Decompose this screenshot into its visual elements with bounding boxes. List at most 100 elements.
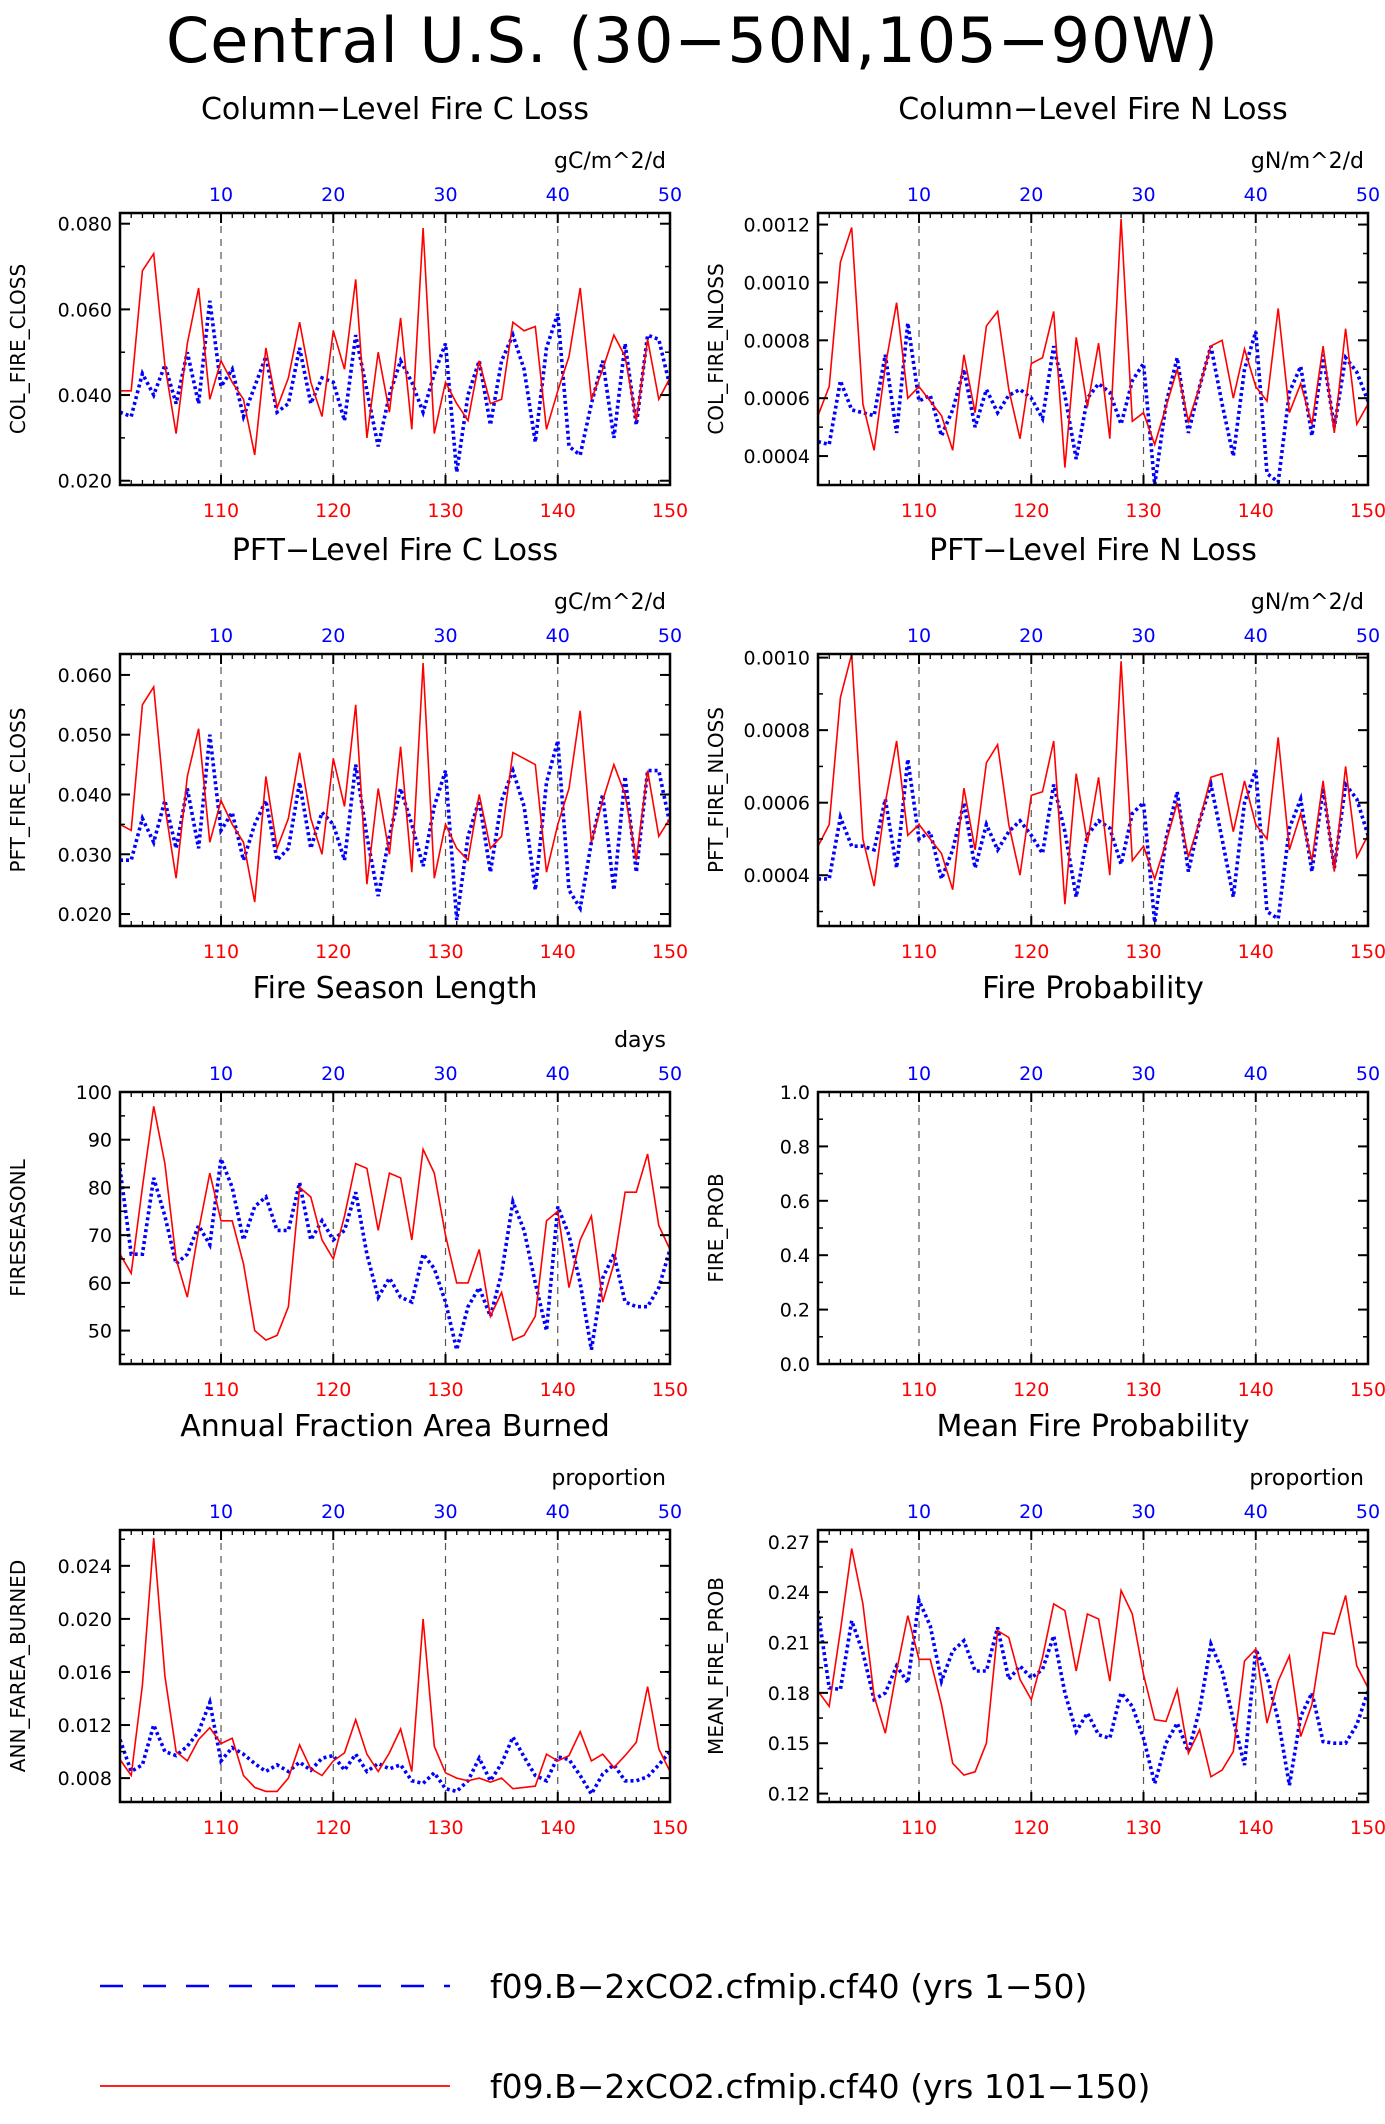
x-tick-label-bottom: 130 (427, 1379, 463, 1401)
plot-frame (816, 211, 1370, 487)
x-tick-label-bottom: 150 (652, 1817, 688, 1839)
x-tick-label-top: 50 (1356, 625, 1380, 647)
y-tick-label: 0.080 (58, 214, 112, 236)
y-tick-label: 0.0012 (744, 215, 810, 237)
chart-panel-6: Fire Probability FIRE_PROB 0.0 0.2 0.4 0.6 0.8… (704, 971, 1385, 1401)
series-line-yrs-101-150 (120, 662, 670, 903)
x-tick-label-bottom: 120 (1013, 1379, 1049, 1401)
x-tick-label-top: 10 (907, 1063, 931, 1085)
x-tick-label-top: 20 (1019, 625, 1043, 647)
x-tick-label-top: 50 (658, 625, 682, 647)
units-label: proportion (1249, 1466, 1364, 1491)
x-tick-label-bottom: 120 (315, 1817, 351, 1839)
chart-panel-4: PFT−Level Fire N Loss gN/m^2/d PFT_FIRE_NL… (704, 533, 1385, 963)
y-tick-label: 0.060 (58, 299, 112, 321)
x-tick-label-bottom: 110 (203, 941, 239, 963)
chart-title: Fire Season Length (253, 971, 538, 1006)
x-tick-label-top: 10 (907, 184, 931, 206)
x-tick-label-top: 20 (321, 1063, 345, 1085)
x-tick-label-bottom: 130 (1125, 1817, 1161, 1839)
main-title: Central U.S. (30−50N,105−90W) (166, 4, 1219, 77)
x-tick-label-top: 40 (546, 1501, 570, 1523)
x-tick-label-top: 50 (1356, 184, 1380, 206)
x-tick-label-bottom: 110 (901, 1379, 937, 1401)
y-tick-label: 0.020 (58, 904, 112, 926)
series-line-yrs-1-50 (818, 1593, 1368, 1791)
x-tick-label-bottom: 150 (652, 941, 688, 963)
x-tick-label-top: 10 (209, 1501, 233, 1523)
y-tick-label: 0.15 (768, 1733, 810, 1755)
y-tick-label: 0.050 (58, 725, 112, 747)
series-line-yrs-1-50 (818, 758, 1368, 923)
y-tick-label: 0.024 (58, 1556, 112, 1578)
x-tick-label-bottom: 110 (203, 500, 239, 522)
x-tick-label-top: 10 (209, 184, 233, 206)
y-axis-label: PFT_FIRE_CLOSS (6, 708, 30, 873)
x-tick-label-bottom: 110 (901, 1817, 937, 1839)
x-tick-label-bottom: 120 (1013, 500, 1049, 522)
series-line-yrs-1-50 (120, 1158, 670, 1351)
y-tick-label: 0.27 (768, 1532, 810, 1554)
y-tick-label: 0.0004 (744, 446, 810, 468)
units-label: gN/m^2/d (1251, 590, 1364, 615)
chart-panel-3: PFT−Level Fire C Loss gC/m^2/d PFT_FIRE_CL… (6, 533, 688, 963)
x-tick-label-bottom: 140 (540, 1379, 576, 1401)
y-tick-label: 0.016 (58, 1662, 112, 1684)
x-tick-label-top: 30 (433, 625, 457, 647)
chart-title: PFT−Level Fire N Loss (929, 533, 1257, 568)
x-tick-label-bottom: 120 (315, 500, 351, 522)
x-tick-label-top: 20 (1019, 1501, 1043, 1523)
y-tick-label: 0.12 (768, 1784, 810, 1806)
x-tick-label-bottom: 150 (1350, 941, 1385, 963)
series-line-yrs-101-150 (120, 1106, 670, 1342)
x-tick-label-top: 40 (1244, 184, 1268, 206)
x-tick-label-top: 20 (1019, 1063, 1043, 1085)
x-tick-label-bottom: 140 (1238, 500, 1274, 522)
x-tick-label-top: 50 (1356, 1063, 1380, 1085)
units-label: proportion (551, 1466, 666, 1491)
x-tick-label-bottom: 110 (203, 1379, 239, 1401)
chart-panel-5: Fire Season Length days FIRESEASONL 50 60 70 8… (6, 971, 688, 1401)
x-tick-label-top: 50 (658, 1063, 682, 1085)
y-tick-label: 0.030 (58, 844, 112, 866)
y-tick-label: 0.0004 (744, 865, 810, 887)
chart-title: PFT−Level Fire C Loss (232, 533, 558, 568)
plot-frame (118, 1528, 672, 1804)
y-tick-label: 0.0010 (744, 648, 810, 670)
x-tick-label-top: 10 (907, 625, 931, 647)
series-line-yrs-101-150 (818, 1548, 1368, 1779)
x-tick-label-top: 30 (1131, 184, 1155, 206)
y-tick-label: 50 (88, 1321, 112, 1343)
legend: f09.B−2xCO2.cfmip.cf40 (yrs 1−50) f09.B−2… (100, 1967, 1150, 2106)
x-tick-label-bottom: 140 (540, 941, 576, 963)
y-tick-label: 0.040 (58, 784, 112, 806)
y-tick-label: 0.012 (58, 1715, 112, 1737)
x-tick-label-top: 30 (1131, 625, 1155, 647)
plot-frame (816, 652, 1370, 928)
units-label: days (614, 1028, 666, 1053)
y-tick-label: 0.0006 (744, 793, 810, 815)
x-tick-label-top: 30 (1131, 1063, 1155, 1085)
x-tick-label-top: 40 (1244, 1501, 1268, 1523)
y-tick-label: 0.6 (780, 1191, 810, 1213)
x-tick-label-top: 40 (546, 184, 570, 206)
x-tick-label-bottom: 130 (1125, 500, 1161, 522)
x-tick-label-top: 20 (321, 1501, 345, 1523)
y-tick-label: 0.020 (58, 471, 112, 493)
x-tick-label-top: 10 (209, 625, 233, 647)
y-tick-label: 0.020 (58, 1609, 112, 1631)
y-tick-label: 0.0008 (744, 720, 810, 742)
series-line-yrs-101-150 (818, 218, 1368, 468)
y-tick-label: 1.0 (780, 1082, 810, 1104)
units-label: gC/m^2/d (554, 149, 666, 174)
plot-frame (118, 652, 672, 928)
x-tick-label-bottom: 110 (901, 941, 937, 963)
series-line-yrs-1-50 (818, 322, 1368, 485)
y-tick-label: 0.0006 (744, 388, 810, 410)
x-tick-label-top: 20 (1019, 184, 1043, 206)
x-tick-label-bottom: 110 (203, 1817, 239, 1839)
x-tick-label-bottom: 140 (540, 1817, 576, 1839)
legend-label: f09.B−2xCO2.cfmip.cf40 (yrs 101−150) (490, 2067, 1150, 2106)
x-tick-label-top: 10 (209, 1063, 233, 1085)
x-tick-label-bottom: 130 (427, 941, 463, 963)
